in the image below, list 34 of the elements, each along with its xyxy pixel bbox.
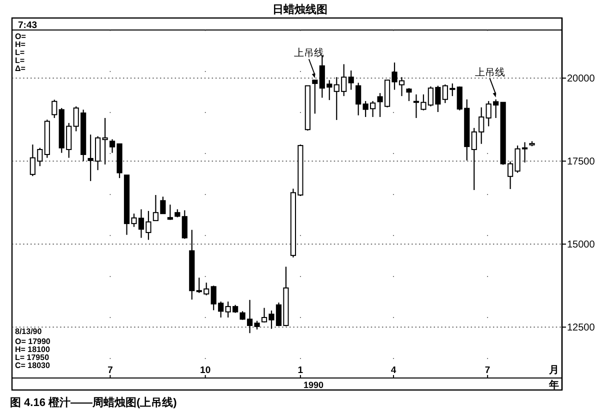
x-tick-label: 7 [484, 365, 490, 376]
annotation: 上吊线 [474, 66, 505, 78]
text: 年 [548, 379, 559, 391]
x-tick-label: 1 [298, 365, 304, 376]
candlestick [312, 80, 318, 114]
x-tick-label: 10 [200, 365, 211, 376]
text: 1990 [303, 380, 324, 390]
annotation: 上吊线 [294, 47, 324, 60]
caption: 图 4.16 橙汁——周蜡烛图(上吊线) [10, 396, 178, 409]
annotation: 8/13/90 [15, 327, 42, 336]
x-tick-label: 7 [108, 365, 113, 376]
candlestick [356, 82, 362, 116]
y-tick-label: 15000 [567, 240, 596, 251]
annotation: H= 18100 [15, 345, 50, 354]
annotation: C= 18030 [15, 361, 50, 370]
x-axis-title: 月 [548, 365, 559, 376]
annotation: Δ= [15, 64, 26, 73]
y-tick-label: 17500 [567, 156, 596, 168]
annotation: 7:43 [18, 20, 38, 31]
candlestick [348, 70, 354, 90]
candlestick [167, 204, 173, 220]
y-tick-label: 12500 [567, 322, 596, 334]
candlestick [406, 88, 412, 102]
y-tick-label: 20000 [567, 74, 596, 85]
x-tick-label: 4 [390, 365, 397, 376]
candlestick [182, 210, 188, 240]
annotation: O= 17990 [15, 337, 51, 346]
candlestick [52, 99, 58, 119]
annotation: H= [15, 40, 26, 49]
annotation: O= [15, 32, 26, 41]
annotation: L= 17950 [15, 353, 50, 362]
annotation: L= [15, 48, 25, 57]
chart-title: 日蜡烛线图 [272, 3, 328, 16]
annotation: L= [15, 56, 25, 65]
